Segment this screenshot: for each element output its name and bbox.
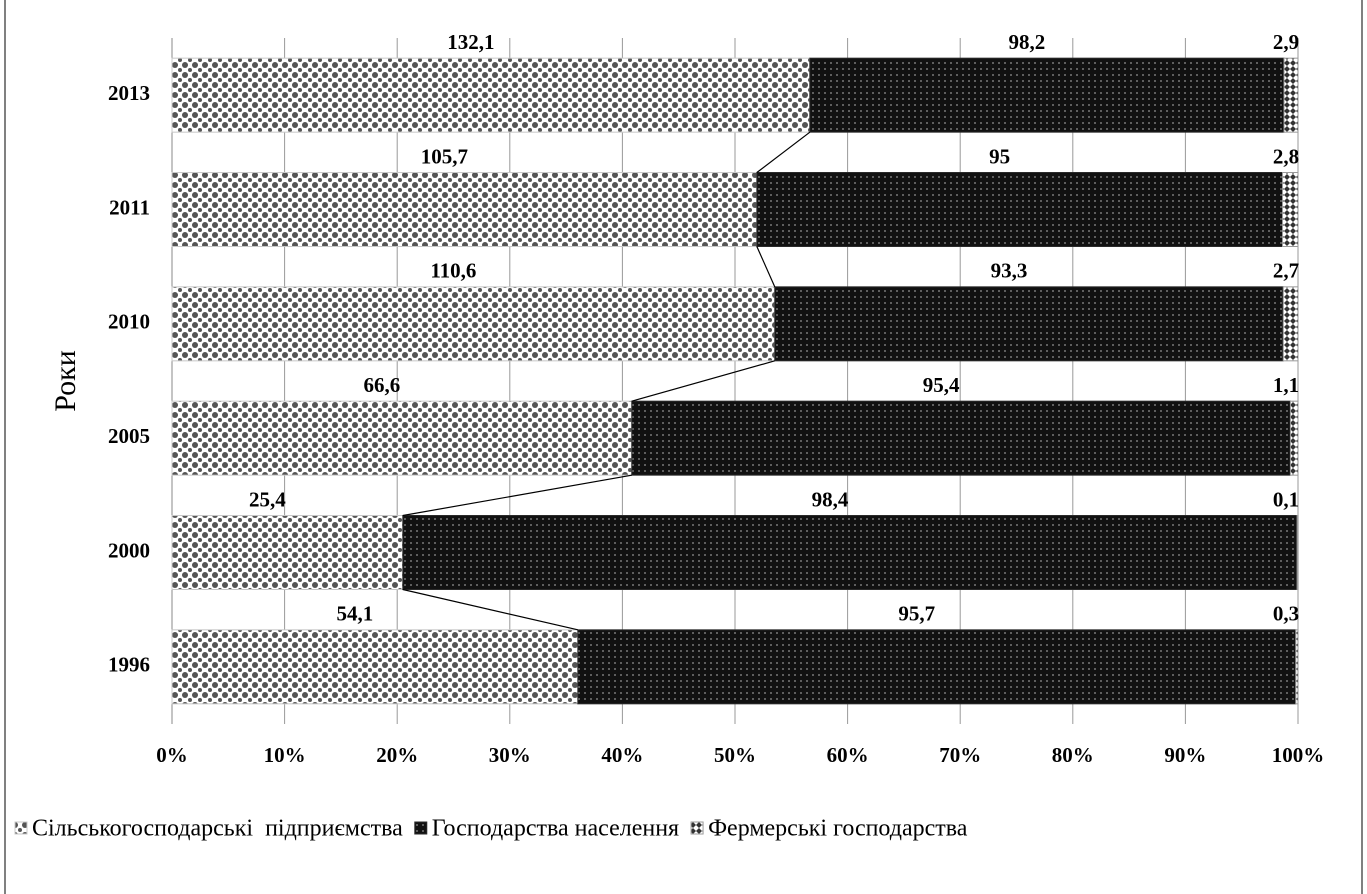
bar-segment: [171, 57, 811, 133]
bar-segment: [1296, 515, 1299, 590]
series-line: [756, 246, 776, 288]
x-tick-label: 40%: [601, 743, 643, 767]
bar-segment: [1289, 400, 1299, 476]
x-tick-label: 0%: [156, 743, 188, 767]
bar-segment: [1282, 286, 1299, 362]
data-label: 2,9: [1273, 30, 1299, 54]
bar-segment: [1283, 57, 1299, 133]
data-label: 2,8: [1273, 144, 1299, 168]
legend-label: Сільськогосподарські підприємства: [32, 816, 403, 842]
y-tick-label: 2013: [108, 81, 150, 105]
data-label: 1,1: [1273, 373, 1299, 397]
bar-segment: [1282, 172, 1299, 247]
x-tick-label: 70%: [939, 743, 981, 767]
data-label: 0,1: [1273, 487, 1299, 511]
x-tick-label: 30%: [489, 743, 531, 767]
data-label: 66,6: [364, 373, 401, 397]
data-label: 98,2: [1009, 30, 1046, 54]
y-tick-label: 2010: [108, 310, 150, 334]
legend-swatch: [414, 821, 428, 835]
data-label: 132,1: [447, 30, 494, 54]
data-label: 95,4: [923, 373, 960, 397]
data-label: 110,6: [430, 259, 476, 283]
bar-segment: [402, 515, 1298, 590]
series-line: [756, 131, 811, 173]
x-tick-label: 50%: [714, 743, 756, 767]
data-label: 95,7: [898, 602, 935, 626]
bar-segment: [809, 57, 1285, 133]
series-line: [402, 588, 578, 631]
data-label: 54,1: [337, 602, 374, 626]
y-tick-label: 2000: [108, 538, 150, 562]
bar-segment: [756, 172, 1284, 247]
x-tick-label: 60%: [827, 743, 869, 767]
y-tick-label: 2005: [108, 424, 150, 448]
y-tick-label: 2011: [109, 195, 150, 219]
x-tick-label: 90%: [1164, 743, 1206, 767]
legend-swatch: [14, 821, 28, 835]
x-tick-label: 20%: [376, 743, 418, 767]
bar-segment: [577, 629, 1297, 705]
series-line: [402, 474, 632, 517]
bar-segment: [171, 172, 758, 247]
bar-segment: [774, 286, 1284, 362]
x-tick-label: 100%: [1272, 743, 1325, 767]
data-label: 98,4: [812, 487, 849, 511]
y-tick-label: 1996: [108, 653, 150, 677]
data-label: 95: [989, 144, 1010, 168]
legend-label: Фермерські господарства: [708, 816, 968, 842]
x-tick-label: 80%: [1052, 743, 1094, 767]
legend-label: Господарства населення: [432, 816, 679, 842]
bar-segment: [171, 286, 776, 362]
bar-segment: [1295, 629, 1299, 705]
data-label: 0,3: [1273, 602, 1299, 626]
bar-segment: [171, 400, 633, 476]
data-label: 105,7: [421, 144, 468, 168]
bar-segment: [171, 515, 404, 590]
bar-segment: [171, 629, 579, 705]
x-tick-label: 10%: [264, 743, 306, 767]
y-axis-label: Роки: [49, 350, 82, 412]
series-line: [631, 360, 775, 402]
data-label: 25,4: [249, 487, 286, 511]
legend-swatch: [690, 821, 704, 835]
bar-segment: [631, 400, 1291, 476]
data-label: 2,7: [1273, 259, 1299, 283]
data-label: 93,3: [991, 259, 1028, 283]
